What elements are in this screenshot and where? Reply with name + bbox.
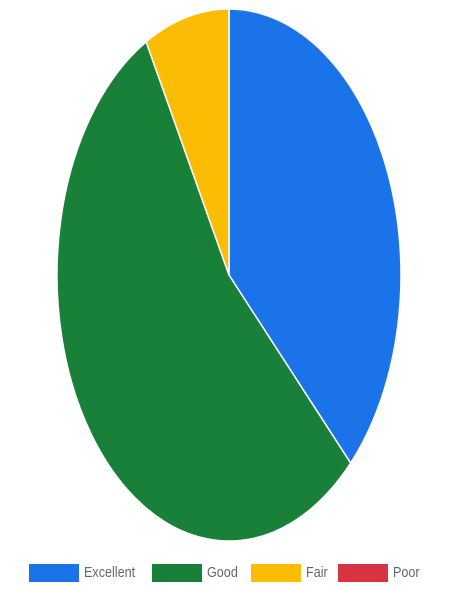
legend-swatch-poor: [338, 564, 389, 582]
legend-label-good: Good: [206, 564, 238, 581]
legend-item-excellent[interactable]: Excellent: [28, 564, 141, 582]
pie-chart: [56, 8, 402, 542]
legend-swatch-good: [151, 564, 202, 582]
pie-slice-excellent[interactable]: [228, 8, 402, 464]
pie-slice-fair[interactable]: [145, 8, 230, 276]
legend-label-excellent: Excellent: [83, 564, 136, 581]
legend-swatch-excellent: [28, 564, 79, 582]
legend-label-fair: Fair: [305, 564, 328, 581]
legend-swatch-fair: [250, 564, 301, 582]
legend-item-good[interactable]: Good: [151, 564, 240, 582]
legend-label-poor: Poor: [393, 564, 420, 581]
legend-item-poor[interactable]: Poor: [338, 564, 421, 582]
pie-slices: [56, 8, 402, 542]
chart-legend: Excellent Good Fair Poor: [0, 560, 450, 586]
pie-chart-area: [56, 8, 402, 542]
pie-slice-good[interactable]: [56, 41, 352, 542]
legend-item-fair[interactable]: Fair: [250, 564, 328, 582]
